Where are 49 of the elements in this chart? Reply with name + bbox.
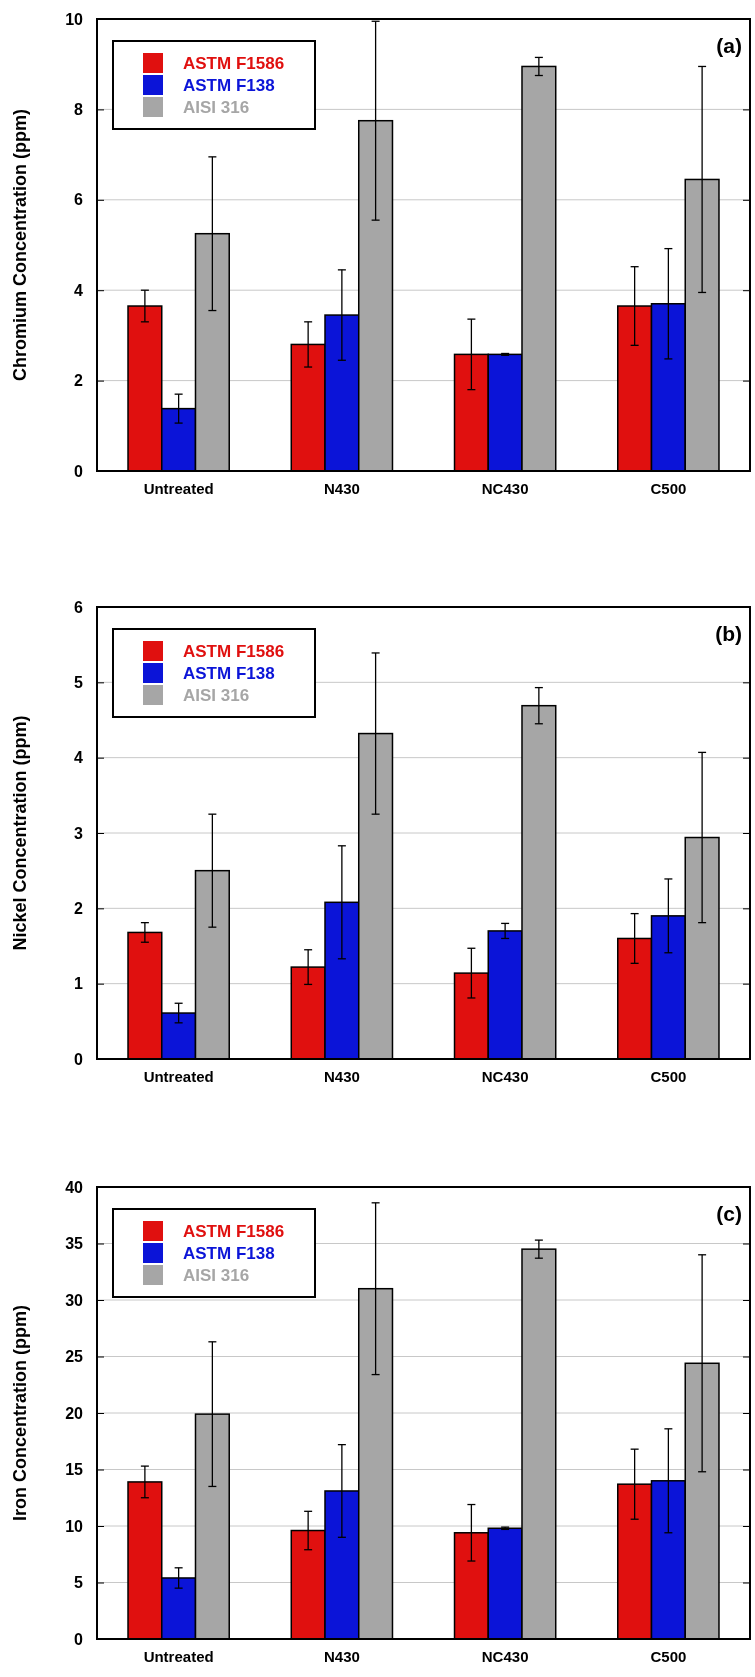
x-tick-label: Untreated xyxy=(143,1647,214,1665)
y-tick-label: 8 xyxy=(74,101,84,119)
annotation: (b) xyxy=(715,622,742,645)
y-tick-label: 40 xyxy=(65,1178,84,1196)
legend-label: AISI 316 xyxy=(183,686,250,705)
legend-label: ASTM F138 xyxy=(183,664,275,683)
y-tick-label: 5 xyxy=(74,1574,84,1592)
y-axis-title: Iron Concentration (ppm) xyxy=(10,1305,30,1521)
y-tick-label: 2 xyxy=(74,372,84,390)
x-tick-label: NC430 xyxy=(481,1067,529,1085)
y-tick-label: 2 xyxy=(74,899,84,917)
y-tick-label: 30 xyxy=(65,1291,84,1309)
legend-label: ASTM F138 xyxy=(183,1244,275,1263)
x-tick-label: C500 xyxy=(650,1647,687,1665)
x-tick-label: N430 xyxy=(323,1067,360,1085)
annotation: (a) xyxy=(716,34,742,57)
y-tick-label: 20 xyxy=(65,1404,84,1422)
y-tick-label: 6 xyxy=(74,191,84,209)
legend-label: ASTM F1586 xyxy=(183,54,285,73)
y-tick-label: 6 xyxy=(74,598,84,616)
y-axis-title: Chromium Concentration (ppm) xyxy=(10,109,30,381)
y-tick-label: 0 xyxy=(74,1050,84,1068)
y-tick-label: 4 xyxy=(74,749,84,767)
legend-label: AISI 316 xyxy=(183,98,250,117)
x-tick-label: N430 xyxy=(323,479,360,497)
y-tick-label: 10 xyxy=(65,1517,84,1535)
legend-label: AISI 316 xyxy=(183,1266,250,1285)
x-tick-label: C500 xyxy=(650,1067,687,1085)
x-tick-label: C500 xyxy=(650,479,687,497)
y-tick-label: 10 xyxy=(65,10,84,28)
y-axis-title: Nickel Concentration (ppm) xyxy=(10,715,30,951)
legend-label: ASTM F1586 xyxy=(183,642,285,661)
y-tick-label: 1 xyxy=(74,975,84,993)
y-tick-label: 0 xyxy=(74,462,84,480)
x-tick-label: NC430 xyxy=(481,479,529,497)
y-tick-label: 3 xyxy=(74,824,84,842)
y-tick-label: 5 xyxy=(74,673,84,691)
legend-label: ASTM F138 xyxy=(183,76,275,95)
x-tick-label: Untreated xyxy=(143,479,214,497)
x-tick-label: Untreated xyxy=(143,1067,214,1085)
legend-label: ASTM F1586 xyxy=(183,1222,285,1241)
y-tick-label: 4 xyxy=(74,281,84,299)
y-tick-label: 0 xyxy=(74,1630,84,1648)
y-tick-label: 25 xyxy=(65,1348,84,1366)
y-tick-label: 15 xyxy=(65,1461,84,1479)
x-tick-label: N430 xyxy=(323,1647,360,1665)
annotation: (c) xyxy=(716,1202,742,1225)
y-tick-label: 35 xyxy=(65,1235,84,1253)
x-tick-label: NC430 xyxy=(481,1647,529,1665)
